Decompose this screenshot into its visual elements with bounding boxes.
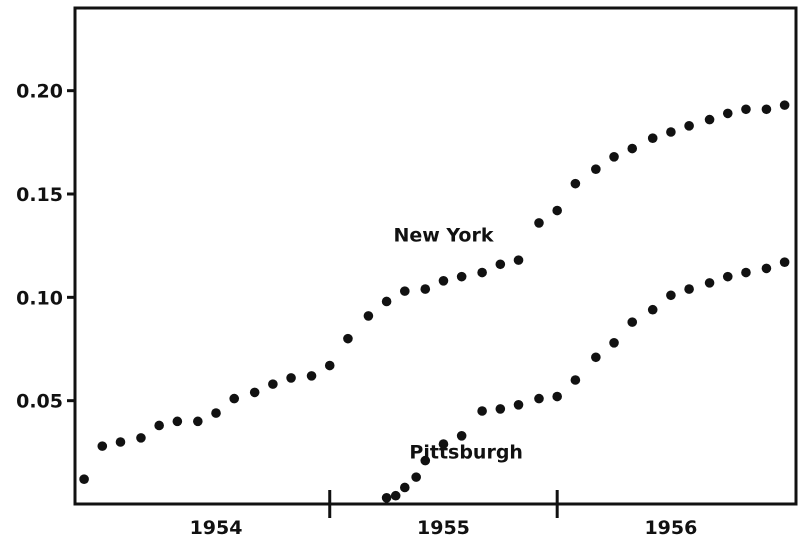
data-point-new-york (136, 433, 146, 443)
data-point-new-york (591, 164, 601, 174)
data-point-new-york (268, 379, 278, 389)
x-tick-label: 1954 (190, 517, 243, 539)
series-pittsburgh (381, 257, 790, 503)
data-point-new-york (477, 267, 487, 278)
series-new-york (79, 100, 790, 485)
data-point-new-york (324, 360, 335, 371)
data-point-new-york (97, 441, 108, 451)
data-point-pittsburgh (456, 431, 467, 441)
data-point-new-york (229, 393, 240, 404)
series-layer (79, 100, 790, 503)
data-point-pittsburgh (741, 267, 751, 278)
data-point-new-york (609, 152, 619, 162)
data-point-pittsburgh (513, 400, 524, 410)
y-tick-label: 0.05 (16, 391, 63, 413)
data-point-pittsburgh (647, 304, 658, 315)
data-point-pittsburgh (704, 278, 715, 288)
data-point-pittsburgh (381, 493, 392, 503)
plot-border (73, 6, 798, 506)
data-point-new-york (666, 127, 676, 137)
data-point-pittsburgh (609, 338, 619, 348)
data-point-new-york (627, 143, 638, 154)
data-point-new-york (172, 416, 183, 427)
data-point-pittsburgh (411, 472, 421, 482)
data-point-new-york (381, 296, 392, 307)
series-label-new-york: New York (393, 225, 493, 247)
data-point-new-york (399, 286, 410, 296)
data-point-new-york (761, 104, 772, 115)
data-point-new-york (704, 114, 715, 125)
data-point-pittsburgh (438, 439, 449, 449)
data-point-new-york (779, 100, 790, 110)
data-point-pittsburgh (534, 393, 544, 404)
data-point-new-york (570, 178, 581, 189)
y-axis: 0.05 0.10 0.15 0.20 (16, 81, 75, 413)
data-point-pittsburgh (552, 391, 562, 402)
data-point-new-york (286, 373, 296, 383)
data-point-new-york (79, 474, 89, 485)
data-point-new-york (154, 420, 164, 431)
data-point-new-york (115, 437, 126, 447)
y-tick-label: 0.20 (16, 81, 63, 103)
data-point-new-york (552, 205, 562, 216)
x-tick-label: 1955 (417, 517, 470, 539)
data-point-new-york (495, 259, 506, 270)
data-point-new-york (722, 108, 733, 119)
data-point-pittsburgh (591, 352, 601, 363)
data-point-new-york (306, 371, 317, 381)
data-point-new-york (438, 276, 449, 286)
series-label-pittsburgh: Pittsburgh (409, 442, 523, 464)
x-tick-label: 1956 (644, 517, 697, 539)
data-point-new-york (193, 416, 203, 427)
y-tick-label: 0.10 (16, 287, 63, 309)
data-point-pittsburgh (390, 490, 401, 501)
data-point-pittsburgh (684, 284, 694, 294)
data-point-pittsburgh (420, 455, 431, 466)
x-axis: 1954 1955 1956 (190, 490, 697, 539)
y-tick-label: 0.15 (16, 184, 63, 206)
data-point-pittsburgh (761, 263, 772, 274)
data-point-new-york (647, 133, 658, 143)
data-point-new-york (456, 271, 467, 282)
data-point-pittsburgh (570, 375, 581, 385)
annotation-layer: New York Pittsburgh (393, 225, 523, 464)
data-point-new-york (420, 284, 431, 294)
data-point-new-york (534, 218, 544, 228)
data-point-new-york (684, 121, 694, 131)
data-point-new-york (513, 255, 524, 265)
data-point-pittsburgh (627, 317, 638, 327)
data-point-pittsburgh (779, 257, 790, 268)
data-point-pittsburgh (477, 406, 487, 416)
data-point-new-york (249, 387, 260, 398)
data-point-pittsburgh (399, 482, 410, 493)
data-point-new-york (343, 333, 353, 344)
data-point-pittsburgh (722, 271, 733, 282)
data-point-new-york (741, 104, 751, 115)
plot-frame (73, 6, 798, 506)
data-point-pittsburgh (495, 404, 506, 414)
data-point-pittsburgh (666, 290, 676, 301)
data-point-new-york (363, 311, 374, 321)
data-point-new-york (211, 408, 221, 418)
